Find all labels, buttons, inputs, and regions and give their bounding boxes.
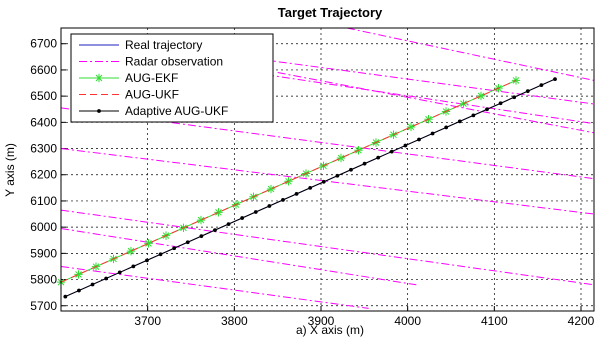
data-point (335, 173, 340, 178)
x-tick-label: 4000 (394, 314, 421, 328)
data-point (145, 258, 149, 263)
data-point (94, 73, 104, 83)
radar-observation-line (60, 265, 369, 309)
y-tick-label: 6300 (30, 142, 57, 156)
data-point (476, 91, 486, 101)
legend: Real trajectory Radar observation AUG-EKF A… (70, 33, 274, 123)
y-tick-label: 6500 (30, 89, 57, 103)
data-point (525, 89, 530, 94)
data-point (349, 167, 353, 172)
grid (61, 28, 594, 311)
x-tick-label: 4200 (568, 314, 595, 328)
data-point (185, 240, 190, 245)
data-point (131, 264, 136, 269)
x-tick-label: 3800 (221, 314, 248, 328)
data-point (104, 276, 109, 281)
plot-frame (60, 27, 595, 312)
legend-entry: Radar observation (79, 55, 223, 69)
data-point (266, 184, 276, 194)
y-tick-label: 5900 (30, 246, 57, 260)
data-point (308, 185, 313, 190)
data-point (336, 153, 346, 163)
y-tick-label: 5700 (30, 299, 57, 313)
chart-title: Target Trajectory (278, 5, 383, 20)
series-radar-observation (60, 27, 595, 309)
data-point (240, 216, 245, 220)
data-point (294, 191, 299, 196)
y-tick-label: 6600 (30, 63, 57, 77)
data-point (172, 246, 177, 251)
data-point (77, 288, 81, 293)
legend-label: Real trajectory (125, 38, 202, 52)
y-tick-label: 6400 (30, 115, 57, 129)
data-point (362, 161, 367, 166)
data-point (226, 222, 231, 226)
data-point (430, 131, 435, 136)
legend-entry: AUG-UKF (79, 88, 179, 102)
data-point (376, 155, 381, 160)
x-tick-label: 4100 (481, 314, 508, 328)
data-point (267, 204, 272, 208)
data-point (498, 101, 503, 106)
data-point (511, 76, 521, 85)
data-point (321, 179, 326, 184)
data-point (471, 113, 476, 118)
radar-observation-line (234, 69, 595, 125)
data-point (144, 239, 153, 248)
legend-entry: Adaptive AUG-UKF (79, 104, 228, 118)
legend-label: Radar observation (125, 55, 223, 69)
data-point (403, 143, 408, 148)
data-point (253, 210, 258, 214)
data-point (63, 294, 68, 299)
series-adaptive-aug-ukf (63, 77, 557, 299)
legend-entry: Real trajectory (79, 38, 202, 52)
data-point (539, 83, 544, 88)
data-point (406, 122, 416, 132)
data-point (444, 125, 449, 130)
data-point (196, 215, 206, 225)
x-axis-ticks: 3700 3800 3900 4000 4100 4200 (134, 306, 595, 328)
legend-entry: AUG-EKF (79, 71, 178, 85)
data-point (126, 246, 136, 256)
y-axis-label: Y axis (m) (3, 143, 17, 197)
data-point (158, 252, 163, 257)
series-aug-ukf (60, 79, 517, 283)
legend-label: Adaptive AUG-UKF (125, 104, 228, 118)
data-point (117, 270, 122, 275)
data-point (553, 77, 557, 81)
data-point (417, 137, 421, 142)
data-point (457, 119, 462, 124)
data-point (199, 234, 204, 239)
y-tick-label: 6700 (30, 37, 57, 51)
data-point (97, 109, 101, 113)
data-point (214, 208, 223, 217)
radar-observation-line (277, 72, 595, 134)
data-point (389, 149, 394, 154)
x-tick-label: 3900 (308, 314, 335, 328)
legend-label: AUG-EKF (125, 71, 178, 85)
data-point (74, 270, 83, 279)
y-tick-label: 6200 (30, 168, 57, 182)
x-tick-label: 3700 (134, 314, 161, 328)
data-point (90, 282, 95, 287)
radar-observation-line (60, 148, 595, 215)
radar-observation-line (60, 227, 417, 286)
legend-label: AUG-UKF (125, 88, 179, 102)
y-tick-label: 6100 (30, 194, 57, 208)
data-point (281, 198, 285, 202)
data-point (213, 228, 217, 233)
series-line (60, 79, 517, 283)
y-axis-ticks: 5700 5800 5900 6000 6100 6200 6300 6400 6500 6600… (30, 37, 66, 313)
radar-observation-line (60, 107, 595, 180)
radar-observation-line (60, 209, 595, 286)
series-layer (56, 27, 595, 309)
data-point (485, 107, 489, 112)
data-point (512, 95, 517, 100)
x-axis-label: a) X axis (m) (296, 323, 364, 337)
radar-observation-line (346, 27, 595, 81)
y-tick-label: 5800 (30, 273, 57, 287)
y-tick-label: 6000 (30, 220, 57, 234)
